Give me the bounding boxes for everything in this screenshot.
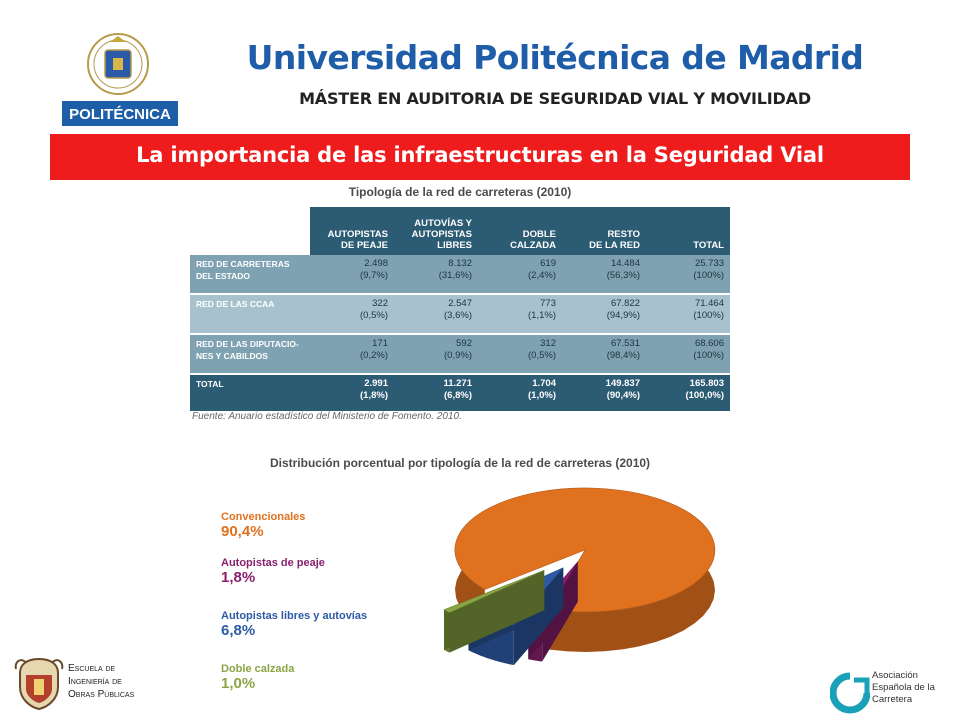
aec-line: Carretera xyxy=(872,694,913,705)
etsi-crest-logo xyxy=(12,655,66,711)
title-banner xyxy=(50,134,910,180)
table-cell: 71.464 (100%) xyxy=(646,294,730,335)
table-header-row: AUTOPISTAS DE PEAJE AUTOVÍAS Y AUTOPISTA… xyxy=(190,207,730,255)
row-header: RED DE LAS DIPUTACIO- NES Y CABILDOS xyxy=(190,334,310,375)
legend-item-convencionales: Convencionales 90,4% xyxy=(221,511,305,540)
table-cell: 773 (1,1%) xyxy=(478,294,562,335)
table-row: RED DE LAS DIPUTACIO- NES Y CABILDOS 171… xyxy=(190,334,730,375)
legend-label: Doble calzada xyxy=(221,663,295,675)
legend-value: 90,4% xyxy=(221,523,264,540)
table-cell: 67.822 (94,9%) xyxy=(562,294,646,335)
legend-label: Convencionales xyxy=(221,511,306,523)
table-cell: 1.704 (1,0%) xyxy=(478,374,562,413)
column-header: AUTOVÍAS Y AUTOPISTAS LIBRES xyxy=(394,207,478,255)
table-cell: 14.484 (56,3%) xyxy=(562,255,646,295)
page-subtitle: MÁSTER EN AUDITORIA DE SEGURIDAD VIAL Y … xyxy=(299,89,811,108)
upm-logo-text: POLITÉCNICA xyxy=(69,106,171,123)
upm-logo: POLITÉCNICA xyxy=(58,28,182,128)
table-cell: 68.606 (100%) xyxy=(646,334,730,375)
road-network-table: AUTOPISTAS DE PEAJE AUTOVÍAS Y AUTOPISTA… xyxy=(190,207,730,413)
table-corner-cell xyxy=(190,207,310,255)
etsi-name: Escuela de Ingeniería de Obras Públicas xyxy=(68,662,134,701)
row-header: RED DE LAS CCAA xyxy=(190,294,310,335)
legend-item-autopistas-libres: Autopistas libres y autovías 6,8% xyxy=(221,610,367,639)
aec-name: Asociación Española de la Carretera xyxy=(872,670,935,706)
legend-value: 1,8% xyxy=(221,569,256,586)
legend-label: Autopistas libres y autovías xyxy=(221,610,368,622)
table-cell: 11.271 (6,8%) xyxy=(394,374,478,413)
pie-slice-convencionales xyxy=(454,487,716,652)
table-cell: 149.837 (90,4%) xyxy=(562,374,646,413)
aec-line: Asociación xyxy=(872,670,918,681)
etsi-line: Obras Públicas xyxy=(68,689,135,700)
column-header: AUTOPISTAS DE PEAJE xyxy=(310,207,394,255)
pie-chart xyxy=(443,487,716,666)
legend-label: Autopistas de peaje xyxy=(221,557,325,569)
source-note: Fuente: Anuario estadístico del Minister… xyxy=(192,411,462,422)
table-cell: 592 (0,9%) xyxy=(394,334,478,375)
chart-title: Distribución porcentual por tipología de… xyxy=(269,456,651,470)
table-cell: 322 (0,5%) xyxy=(310,294,394,335)
table-cell: 25.733 (100%) xyxy=(646,255,730,295)
table-cell: 67.531 (98,4%) xyxy=(562,334,646,375)
banner-text: La importancia de las infraestructuras e… xyxy=(136,143,824,167)
page-title: Universidad Politécnica de Madrid xyxy=(246,38,864,77)
legend-value: 6,8% xyxy=(221,622,256,639)
legend-item-autopistas-peaje: Autopistas de peaje 1,8% xyxy=(221,557,325,586)
aec-line: Española de la xyxy=(872,682,935,693)
table-cell: 2.498 (9,7%) xyxy=(310,255,394,295)
column-header: RESTO DE LA RED xyxy=(562,207,646,255)
etsi-line: Ingeniería de xyxy=(68,676,122,687)
table-cell: 165.803 (100,0%) xyxy=(646,374,730,413)
table-cell: 312 (0,5%) xyxy=(478,334,562,375)
table-cell: 8.132 (31,6%) xyxy=(394,255,478,295)
table-row: RED DE CARRETERAS DEL ESTADO 2.498 (9,7%… xyxy=(190,255,730,295)
aec-logo-icon xyxy=(829,672,871,714)
pie-slice-doble-calzada xyxy=(443,569,545,653)
table-cell: 2.547 (3,6%) xyxy=(394,294,478,335)
legend-item-doble-calzada: Doble calzada 1,0% xyxy=(221,663,294,692)
legend-value: 1,0% xyxy=(221,675,256,692)
row-header: TOTAL xyxy=(190,374,310,413)
row-header: RED DE CARRETERAS DEL ESTADO xyxy=(190,255,310,295)
etsi-line: Escuela de xyxy=(68,663,116,674)
table-row: RED DE LAS CCAA 322 (0,5%) 2.547 (3,6%) … xyxy=(190,294,730,335)
table-title: Tipología de la red de carreteras (2010) xyxy=(348,185,572,199)
table-cell: 2.991 (1,8%) xyxy=(310,374,394,413)
table-cell: 619 (2,4%) xyxy=(478,255,562,295)
column-header: DOBLE CALZADA xyxy=(478,207,562,255)
column-header: TOTAL xyxy=(646,207,730,255)
table-cell: 171 (0,2%) xyxy=(310,334,394,375)
table-total-row: TOTAL 2.991 (1,8%) 11.271 (6,8%) 1.704 (… xyxy=(190,374,730,413)
